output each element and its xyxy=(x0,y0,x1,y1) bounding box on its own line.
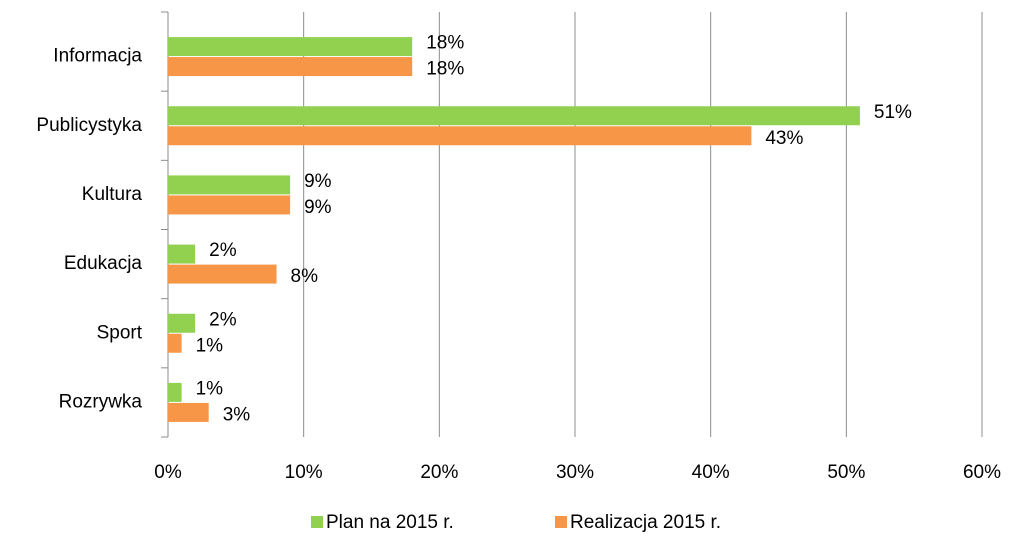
data-label: 18% xyxy=(426,33,464,54)
x-tick-label: 30% xyxy=(556,462,594,483)
bar xyxy=(168,195,291,215)
bar xyxy=(168,402,209,422)
y-tick-label: Edukacja xyxy=(64,253,143,274)
legend-label: Plan na 2015 r. xyxy=(326,512,454,533)
data-label: 8% xyxy=(291,266,319,287)
x-tick-label: 10% xyxy=(285,462,323,483)
data-label: 51% xyxy=(874,102,912,123)
bar xyxy=(168,313,196,333)
y-tick-label: Sport xyxy=(97,322,143,343)
bar xyxy=(168,264,277,284)
data-label: 18% xyxy=(426,59,464,80)
legend-swatch xyxy=(555,516,567,528)
bar xyxy=(168,37,413,57)
bar xyxy=(168,175,291,195)
bar xyxy=(168,382,182,402)
data-label: 43% xyxy=(765,128,803,149)
x-tick-label: 20% xyxy=(420,462,458,483)
legend-swatch xyxy=(311,516,323,528)
data-label: 9% xyxy=(304,197,332,218)
x-tick-label: 50% xyxy=(827,462,865,483)
x-tick-label: 60% xyxy=(963,462,1001,483)
bar xyxy=(168,244,196,264)
bar xyxy=(168,106,860,126)
bar xyxy=(168,57,413,77)
y-tick-label: Kultura xyxy=(82,184,143,205)
data-label: 2% xyxy=(209,240,237,261)
data-label: 2% xyxy=(209,309,237,330)
bar xyxy=(168,126,752,146)
data-label: 1% xyxy=(196,378,224,399)
bar xyxy=(168,333,182,353)
y-tick-label: Informacja xyxy=(53,46,142,67)
x-tick-label: 40% xyxy=(692,462,730,483)
legend-label: Realizacja 2015 r. xyxy=(570,512,721,533)
y-tick-label: Publicystyka xyxy=(36,115,142,136)
data-label: 3% xyxy=(223,404,251,425)
y-tick-label: Rozrywka xyxy=(59,391,143,412)
x-tick-label: 0% xyxy=(154,462,182,483)
data-label: 9% xyxy=(304,171,332,192)
data-label: 1% xyxy=(196,335,224,356)
